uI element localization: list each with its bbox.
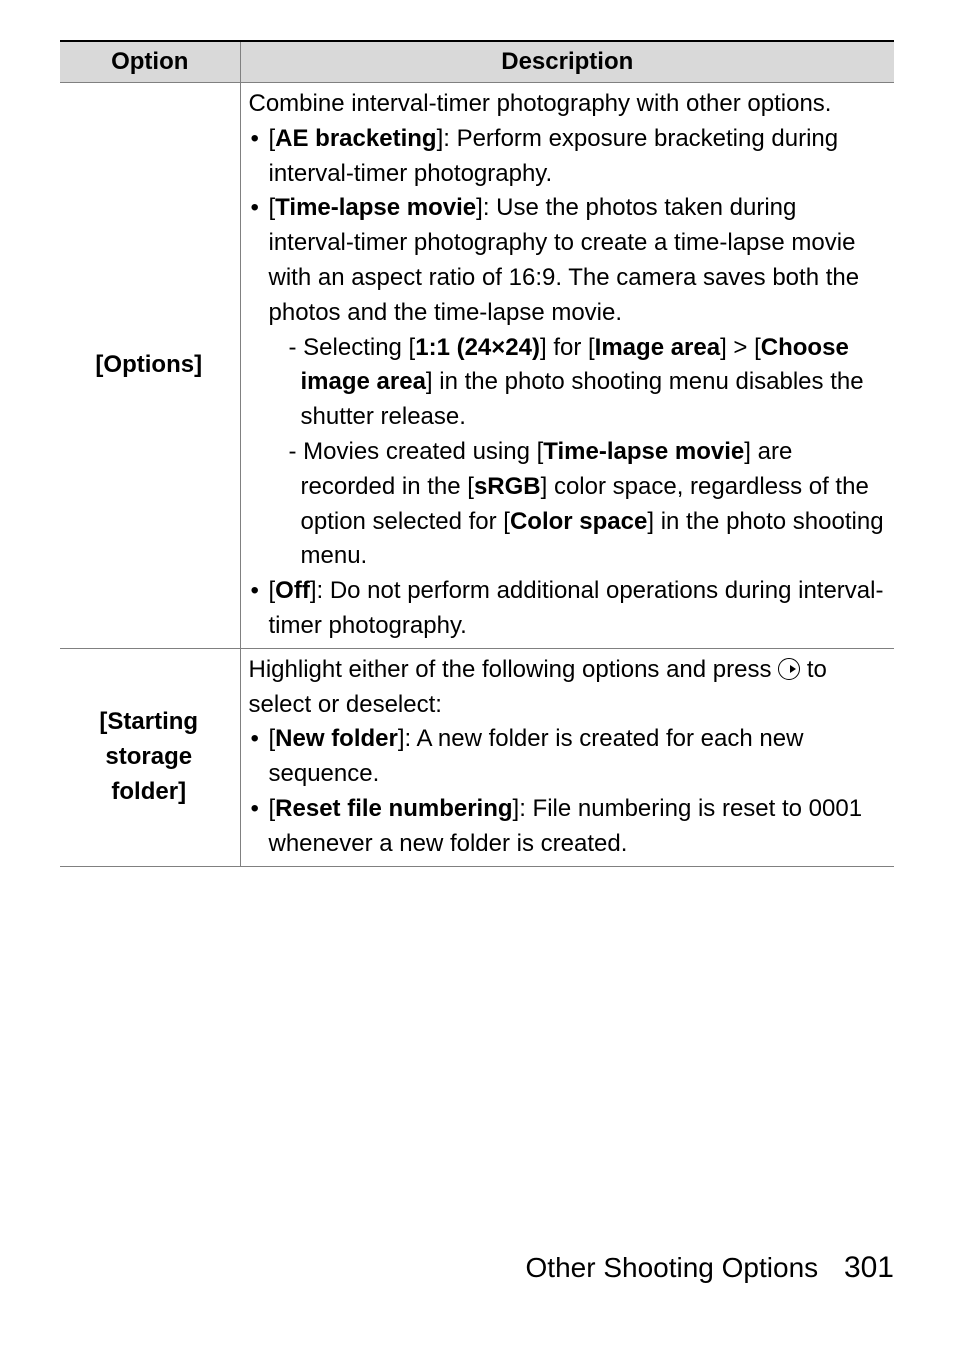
bullet-item: [Off]: Do not perform additional operati… [249, 574, 885, 644]
table-row: [Options] Combine interval-timer photogra… [60, 83, 894, 649]
bullet-list: [New folder]: A new folder is created fo… [249, 722, 885, 861]
bullet-list: [AE bracketing]: Perform exposure bracke… [249, 122, 885, 644]
multi-selector-right-icon [778, 658, 800, 680]
options-table: Option Description [Options] Combine inte… [60, 40, 894, 867]
description-cell: Highlight either of the following option… [240, 648, 894, 866]
page-footer: Other Shooting Options 301 [526, 1251, 894, 1285]
bullet-item: [New folder]: A new folder is created fo… [249, 722, 885, 792]
sub-item: - Selecting [1:1 (24×24)] for [Image are… [279, 331, 885, 435]
description-cell: Combine interval-timer photography with … [240, 83, 894, 649]
intro-text: Combine interval-timer photography with … [249, 87, 885, 122]
footer-page-number: 301 [844, 1251, 894, 1284]
header-description: Description [240, 41, 894, 83]
header-option: Option [60, 41, 240, 83]
bullet-item: [Reset file numbering]: File numbering i… [249, 792, 885, 862]
bullet-item: [AE bracketing]: Perform exposure bracke… [249, 122, 885, 192]
option-cell: [Options] [60, 83, 240, 649]
footer-label: Other Shooting Options [526, 1252, 819, 1283]
intro-text: Highlight either of the following option… [249, 653, 885, 723]
table-row: [Startingstoragefolder]Highlight either … [60, 648, 894, 866]
sub-item: - Movies created using [Time-lapse movie… [279, 435, 885, 574]
option-cell: [Startingstoragefolder] [60, 648, 240, 866]
bullet-item: [Time-lapse movie]: Use the photos taken… [249, 191, 885, 574]
